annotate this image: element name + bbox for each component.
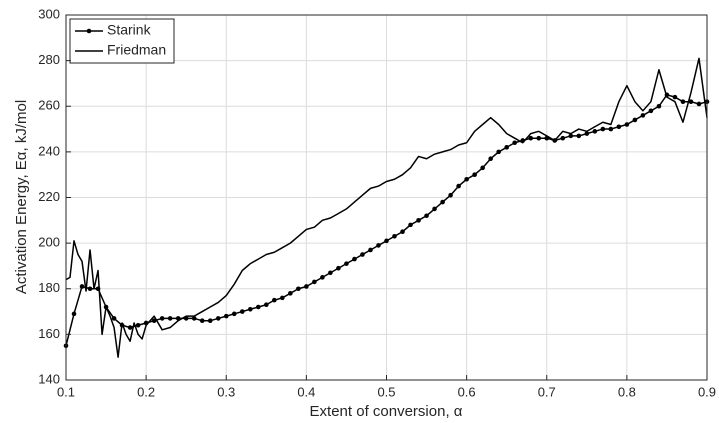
- data-point: [239, 309, 245, 314]
- data-point: [608, 126, 614, 132]
- x-tick-label: 0.2: [137, 384, 155, 399]
- data-point: [344, 261, 349, 266]
- data-point: [672, 94, 678, 100]
- data-point: [191, 316, 197, 321]
- data-point: [424, 213, 429, 219]
- data-point: [135, 322, 141, 328]
- data-point: [280, 295, 285, 301]
- data-point: [231, 311, 237, 317]
- y-tick-label: 180: [38, 280, 60, 295]
- data-point: [440, 199, 445, 205]
- data-point: [536, 135, 542, 141]
- data-point: [624, 122, 630, 127]
- data-point: [79, 284, 85, 289]
- data-point: [368, 247, 373, 253]
- legend-label: Friedman: [107, 42, 166, 58]
- data-point: [272, 297, 277, 303]
- data-point: [416, 218, 421, 223]
- data-point: [264, 302, 269, 308]
- data-point: [568, 133, 574, 139]
- x-tick-label: 0.3: [217, 384, 235, 399]
- y-tick-label: 200: [38, 235, 60, 250]
- x-tick-label: 0.7: [538, 384, 556, 399]
- data-point: [512, 140, 517, 146]
- data-point: [87, 286, 93, 292]
- legend-box: [69, 18, 175, 64]
- data-point: [488, 156, 493, 162]
- data-point: [159, 316, 165, 321]
- data-point: [296, 286, 301, 292]
- data-point: [688, 99, 694, 104]
- legend-marker: [86, 28, 92, 34]
- legend: Starink Friedman: [69, 18, 175, 64]
- data-point: [384, 238, 389, 244]
- data-point: [656, 103, 662, 109]
- y-tick-label: 280: [38, 52, 60, 67]
- data-point: [360, 252, 365, 257]
- data-point: [680, 99, 686, 104]
- data-point: [376, 243, 381, 248]
- data-point: [336, 265, 341, 271]
- data-point: [247, 306, 253, 312]
- data-point: [560, 135, 566, 141]
- data-point: [600, 126, 606, 132]
- series-line: [65, 57, 708, 358]
- x-tick-label: 0.4: [297, 384, 315, 399]
- y-tick-label: 260: [38, 98, 60, 113]
- data-point: [584, 131, 590, 136]
- x-tick-label: 0.6: [458, 384, 476, 399]
- x-axis-label: Extent of conversion, α: [310, 403, 463, 420]
- plot-area: [63, 57, 710, 358]
- legend-label: Starink: [107, 22, 152, 38]
- y-tick-label: 240: [38, 143, 60, 158]
- data-point: [632, 117, 638, 123]
- data-point: [71, 311, 77, 317]
- data-point: [400, 229, 405, 235]
- data-point: [448, 192, 453, 198]
- data-point: [199, 318, 205, 323]
- data-point: [592, 129, 598, 134]
- data-point: [456, 183, 461, 189]
- data-point: [288, 291, 293, 296]
- data-point: [408, 222, 413, 228]
- x-tick-label: 0.9: [698, 384, 716, 399]
- y-tick-label: 140: [38, 371, 60, 386]
- data-point: [480, 165, 485, 171]
- data-point: [320, 275, 325, 280]
- data-point: [648, 108, 654, 114]
- data-point: [304, 284, 309, 289]
- data-point: [504, 145, 509, 150]
- data-point: [127, 325, 133, 330]
- y-axis-label: Activation Energy, Eα, kJ/mol: [13, 100, 30, 294]
- data-point: [528, 135, 534, 141]
- data-point: [576, 133, 582, 139]
- data-point: [616, 124, 622, 130]
- data-point: [392, 233, 397, 239]
- data-point: [432, 206, 437, 212]
- y-tick-label: 160: [38, 326, 60, 341]
- y-tick-label: 300: [38, 6, 60, 21]
- data-point: [328, 270, 333, 276]
- data-point: [167, 316, 173, 321]
- data-point: [640, 113, 646, 118]
- data-point: [464, 176, 469, 182]
- data-point: [111, 316, 117, 321]
- data-point: [223, 313, 229, 319]
- data-point: [255, 304, 261, 310]
- data-point: [496, 149, 501, 155]
- data-point: [472, 172, 477, 177]
- y-tick-label: 220: [38, 189, 60, 204]
- data-point: [207, 318, 213, 323]
- data-point: [352, 256, 357, 262]
- x-tick-label: 0.1: [57, 384, 75, 399]
- data-point: [312, 279, 317, 285]
- data-point: [215, 316, 221, 321]
- data-point: [696, 101, 702, 107]
- x-tick-label: 0.5: [377, 384, 395, 399]
- x-tick-label: 0.8: [618, 384, 636, 399]
